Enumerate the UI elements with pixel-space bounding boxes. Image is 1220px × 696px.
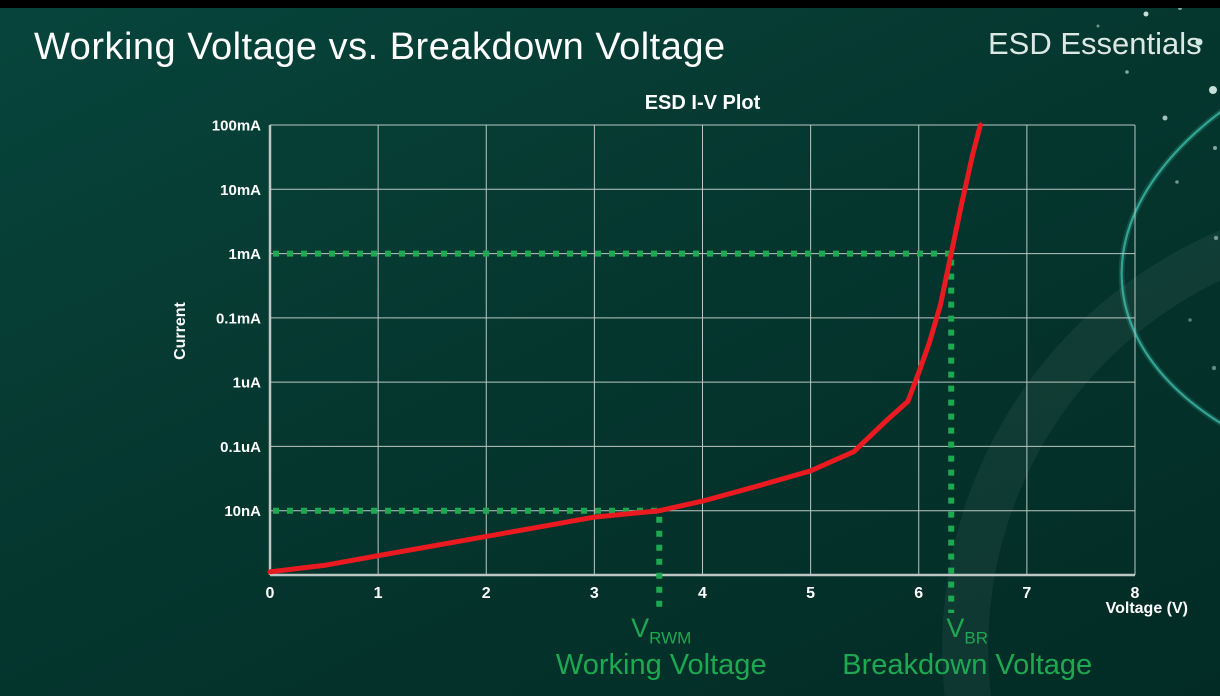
vbr-symbol: VBR xyxy=(842,613,1092,648)
vrwm-label: Working Voltage xyxy=(555,649,767,682)
y-tick-label: 100mA xyxy=(212,118,261,135)
decor-dot xyxy=(1213,235,1219,241)
page-title: Working Voltage vs. Breakdown Voltage xyxy=(34,26,726,68)
decor-dot xyxy=(1188,318,1192,322)
y-axis-label: Current xyxy=(172,302,189,360)
x-tick-label: 0 xyxy=(266,585,275,602)
vrwm-symbol: VRWM xyxy=(556,613,767,648)
annotation-breakdown-voltage: VBR Breakdown Voltage xyxy=(842,613,1093,682)
decor-dot xyxy=(1175,180,1179,184)
x-tick-label: 3 xyxy=(590,585,599,602)
decor-dot xyxy=(1211,365,1217,371)
x-tick-label: 5 xyxy=(806,585,815,602)
decor-dot xyxy=(1162,115,1168,121)
decor-dot xyxy=(1209,86,1217,94)
chart-title: ESD I-V Plot xyxy=(644,92,761,114)
decor-dot xyxy=(1143,11,1149,17)
decor-dot xyxy=(1096,24,1100,28)
x-tick-label: 2 xyxy=(482,585,491,602)
decor-curve xyxy=(1120,110,1220,424)
decor-dot xyxy=(1213,146,1217,150)
iv-curve xyxy=(267,122,983,575)
y-tick-label: 1uA xyxy=(233,375,262,392)
y-tick-label: 10nA xyxy=(224,503,261,520)
y-tick-label: 0.1mA xyxy=(216,310,261,327)
y-tick-label: 1mA xyxy=(228,246,261,263)
x-tick-label: 7 xyxy=(1022,585,1031,602)
brand-text: ESD Essentials xyxy=(988,26,1202,61)
decor-band xyxy=(942,230,1220,696)
y-tick-label: 0.1uA xyxy=(220,439,261,456)
x-tick-label: 4 xyxy=(698,585,707,602)
decor-dot xyxy=(1125,70,1129,74)
decor-dot xyxy=(1195,38,1203,46)
vbr-symbol-letter: V xyxy=(946,613,965,643)
x-axis-label: Voltage (V) xyxy=(1105,600,1188,617)
letterbox-bar xyxy=(0,0,1220,8)
x-tick-label: 8 xyxy=(1131,585,1140,602)
vbr-label: Breakdown Voltage xyxy=(842,649,1093,682)
x-tick-label: 6 xyxy=(914,585,923,602)
x-tick-label: 1 xyxy=(374,585,383,602)
vbr-symbol-subscript: BR xyxy=(964,628,988,648)
vrwm-symbol-subscript: RWM xyxy=(649,628,692,648)
annotation-working-voltage: VRWM Working Voltage xyxy=(555,613,767,682)
vrwm-symbol-letter: V xyxy=(631,613,650,643)
y-tick-label: 10mA xyxy=(220,182,261,199)
